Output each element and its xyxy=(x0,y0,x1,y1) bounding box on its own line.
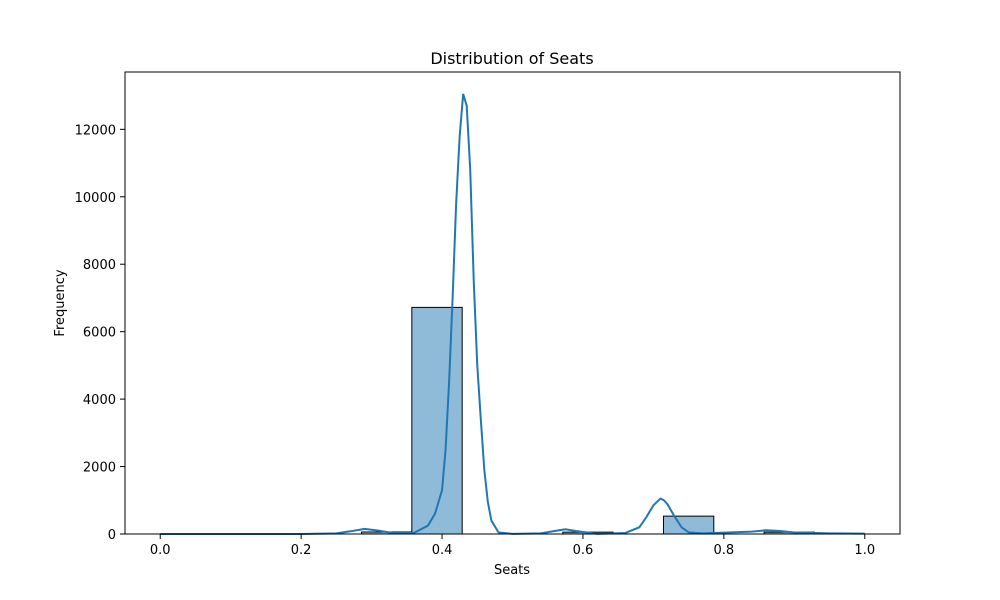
y-tick-label: 10000 xyxy=(75,191,116,206)
histogram-bars xyxy=(361,306,815,535)
y-axis: 0 2000 4000 6000 8000 10000 12000 xyxy=(75,123,125,543)
x-axis-label: Seats xyxy=(494,563,530,578)
y-tick-label: 4000 xyxy=(83,393,116,408)
x-axis: 0.0 0.2 0.4 0.6 0.8 1.0 xyxy=(150,534,875,558)
x-tick-label: 0.4 xyxy=(432,543,453,558)
plot-frame xyxy=(124,71,901,535)
y-tick-label: 6000 xyxy=(83,326,116,341)
x-tick-label: 0.2 xyxy=(291,543,312,558)
y-tick-label: 0 xyxy=(108,528,116,543)
x-tick-label: 0.0 xyxy=(150,543,171,558)
y-axis-label: Frequency xyxy=(53,269,68,336)
chart-title: Distribution of Seats xyxy=(430,49,593,68)
y-tick-label: 2000 xyxy=(83,461,116,476)
x-tick-label: 0.6 xyxy=(573,543,594,558)
y-tick-label: 8000 xyxy=(83,258,116,273)
kde-line xyxy=(160,93,865,535)
x-tick-label: 1.0 xyxy=(854,543,875,558)
x-tick-label: 0.8 xyxy=(714,543,735,558)
histogram-bar-1 xyxy=(411,306,463,535)
y-tick-label: 12000 xyxy=(75,123,116,138)
